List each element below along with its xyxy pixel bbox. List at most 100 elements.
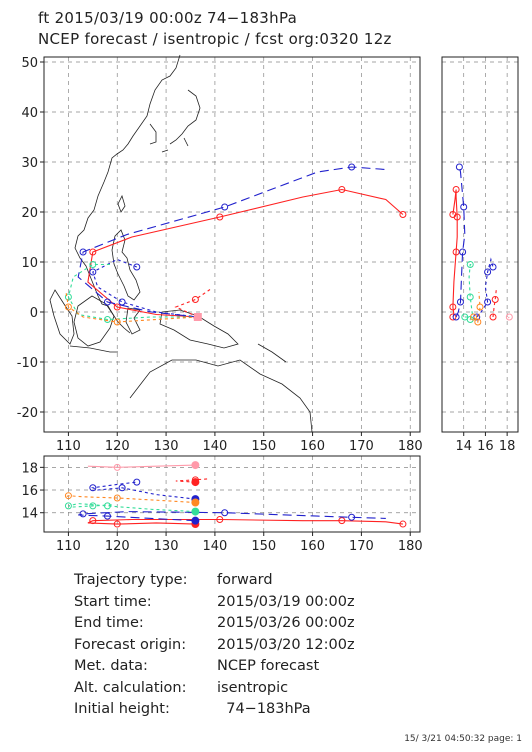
chart-title-line-1: ft 2015/03/19 00:00z 74−183hPa [38,9,298,27]
main-map-grid [44,57,420,432]
side-panel-axes: 14 16 18 [455,432,515,454]
height-tick-label-x: 170 [349,539,374,554]
main-point [221,203,229,211]
main-point [133,263,141,271]
main-trajectories [64,163,407,326]
side-point [505,313,513,321]
height-tick-label-x: 180 [398,539,423,554]
main-point [399,211,407,218]
height-point [113,520,121,528]
coast-asia [74,54,181,334]
info-value: 2015/03/19 00:00z [217,593,355,610]
height-point [89,502,97,510]
height-tick-label-x: 120 [105,539,130,554]
info-label: End time: [74,615,144,631]
height-point [216,516,224,524]
info-value: 2015/03/26 00:00z [217,615,355,631]
tick-label-x: 180 [398,439,423,454]
height-point [103,512,111,520]
tick-label-x: 130 [154,439,179,454]
height-point [221,509,229,517]
info-value: 74−183hPa [217,701,311,717]
side-series-6 [507,316,510,319]
height-series-3 [68,503,196,513]
tick-label-y: 40 [21,106,38,121]
height-start-marker [191,516,200,525]
chart-title-line-2: NCEP forecast / isentropic / fcst org:03… [38,30,392,48]
height-tick-label-x: 130 [154,539,179,554]
coast-japan [161,89,201,153]
side-panel-frame [441,56,519,433]
side-point [466,261,474,268]
side-point [452,313,460,321]
info-row: Start time: 2015/03/19 00:00z [74,592,355,614]
height-point [64,502,72,510]
side-series-3 [464,263,473,321]
side-point [476,303,484,311]
main-series-0 [87,188,404,318]
side-point [452,186,460,193]
main-point [191,296,199,303]
tick-label-y: 0 [30,306,38,321]
side-tick-label: 16 [477,439,494,454]
height-tick-label-y: 18 [21,461,38,476]
coast-java [69,345,118,353]
side-point [484,268,492,276]
height-point [399,520,407,528]
coast-philippines [111,229,141,301]
info-label: Alt. calculation: [74,679,187,696]
side-point [455,163,463,171]
coast-solomon [257,343,287,363]
tick-label-y: 50 [21,56,38,71]
height-series-1 [78,511,386,522]
side-point [489,313,497,321]
coast-australia [129,359,313,433]
info-label: Trajectory type: [74,572,188,588]
main-point [64,303,72,311]
main-point [348,163,356,171]
height-tick-label-x: 140 [202,539,227,554]
info-label: Forecast origin: [74,636,187,653]
main-series-1 [77,166,386,318]
main-point [89,261,97,268]
height-tick-label-x: 150 [251,539,276,554]
coast-sulawesi [125,307,141,335]
height-tick-label-y: 14 [21,507,38,522]
coast-borneo [73,295,115,347]
tick-label-x: 140 [202,439,227,454]
main-map-frame [43,56,421,433]
side-point [452,248,460,256]
height-start-marker [191,461,200,470]
info-value: 2015/03/20 12:00z [217,636,355,653]
side-panel-grid [442,57,518,432]
tick-label-y: 30 [21,156,38,171]
main-map-axes: 110 120 130 140 150 160 170 180 50 40 30 20 10 0 -10 -2… [17,56,423,454]
side-series-1 [455,165,466,318]
height-point [133,478,141,486]
height-point [89,517,97,525]
height-tick-label-y: 16 [21,484,38,499]
side-point [459,248,467,256]
height-tick-label-x: 160 [300,539,325,554]
height-point [113,494,121,502]
height-point [103,502,111,510]
height-series-0 [87,518,403,525]
height-point [118,484,126,492]
height-point [64,492,72,500]
main-point [118,298,126,306]
coast-sumatra [49,289,75,345]
info-row: End time: 2015/03/26 00:00z [74,613,355,635]
main-series-3 [67,263,198,321]
height-start-marker [191,507,200,516]
page-footer: 15/ 3/21 04:50:32 page: 1 [404,734,522,744]
info-value: NCEP forecast [217,658,320,674]
height-point [89,484,97,492]
height-point [113,463,121,471]
info-label: Met. data: [74,658,148,674]
height-point [338,517,346,525]
side-tick-label: 18 [499,439,516,454]
tick-label-y: -10 [17,356,38,371]
side-point [449,313,457,321]
info-row: Alt. calculation: isentropic [74,678,355,700]
info-row: Initial height: 74−183hPa [74,699,355,721]
